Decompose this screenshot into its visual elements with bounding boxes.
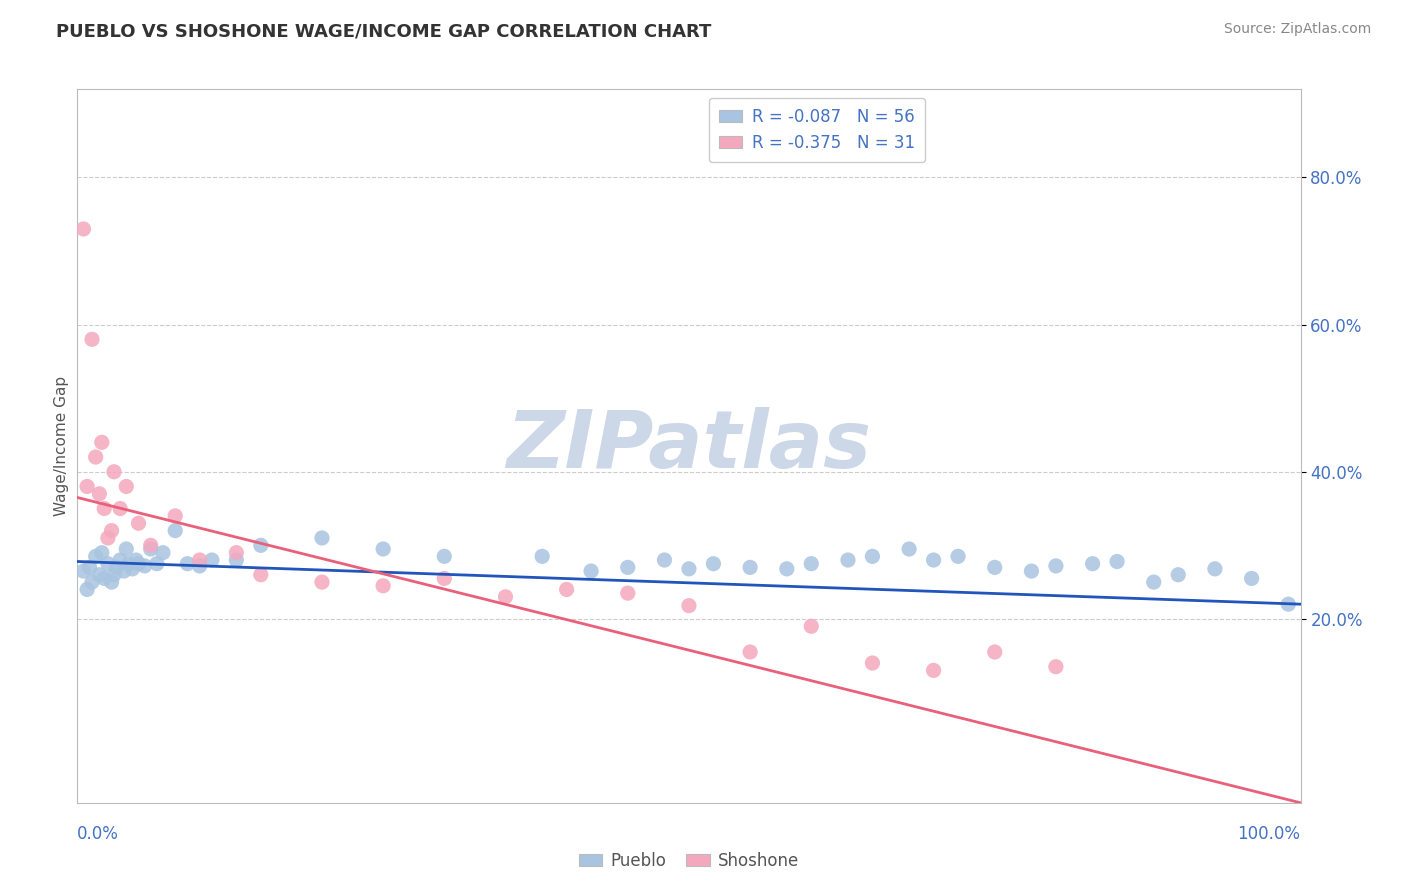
Point bbox=[922, 553, 945, 567]
Point bbox=[97, 531, 120, 545]
Point bbox=[678, 562, 700, 576]
Point bbox=[1240, 571, 1263, 585]
Point bbox=[862, 549, 884, 564]
Point bbox=[80, 575, 103, 590]
Point bbox=[90, 546, 112, 560]
Point bbox=[108, 501, 131, 516]
Point bbox=[103, 567, 125, 582]
Point bbox=[76, 479, 98, 493]
Point bbox=[702, 557, 724, 571]
Point bbox=[311, 575, 333, 590]
Point bbox=[225, 546, 247, 560]
Point bbox=[250, 567, 273, 582]
Legend: Pueblo, Shoshone: Pueblo, Shoshone bbox=[572, 846, 806, 877]
Point bbox=[76, 582, 98, 597]
Point bbox=[127, 516, 149, 531]
Point bbox=[837, 553, 859, 567]
Point bbox=[250, 538, 273, 552]
Text: ZIPatlas: ZIPatlas bbox=[506, 407, 872, 485]
Point bbox=[93, 501, 115, 516]
Point bbox=[1107, 554, 1129, 568]
Point bbox=[118, 557, 141, 571]
Point bbox=[165, 524, 187, 538]
Point bbox=[97, 557, 120, 571]
Point bbox=[776, 562, 799, 576]
Point bbox=[984, 645, 1007, 659]
Point bbox=[800, 557, 823, 571]
Point bbox=[225, 553, 247, 567]
Point bbox=[201, 553, 224, 567]
Point bbox=[1204, 562, 1226, 576]
Point bbox=[531, 549, 554, 564]
Point bbox=[139, 538, 162, 552]
Point bbox=[1021, 564, 1043, 578]
Point bbox=[898, 541, 921, 556]
Point bbox=[134, 558, 156, 573]
Text: 0.0%: 0.0% bbox=[77, 825, 120, 843]
Point bbox=[740, 645, 762, 659]
Point bbox=[311, 531, 333, 545]
Point bbox=[125, 553, 148, 567]
Point bbox=[152, 546, 174, 560]
Point bbox=[1167, 567, 1189, 582]
Point bbox=[984, 560, 1007, 574]
Text: 100.0%: 100.0% bbox=[1237, 825, 1301, 843]
Text: Source: ZipAtlas.com: Source: ZipAtlas.com bbox=[1223, 22, 1371, 37]
Point bbox=[371, 541, 394, 556]
Point bbox=[79, 560, 101, 574]
Point bbox=[617, 586, 640, 600]
Point bbox=[176, 557, 198, 571]
Text: PUEBLO VS SHOSHONE WAGE/INCOME GAP CORRELATION CHART: PUEBLO VS SHOSHONE WAGE/INCOME GAP CORRE… bbox=[56, 22, 711, 40]
Point bbox=[146, 557, 169, 571]
Y-axis label: Wage/Income Gap: Wage/Income Gap bbox=[53, 376, 69, 516]
Point bbox=[1045, 659, 1067, 673]
Point bbox=[371, 579, 394, 593]
Point bbox=[108, 553, 131, 567]
Point bbox=[433, 549, 456, 564]
Point bbox=[112, 564, 135, 578]
Point bbox=[555, 582, 578, 597]
Point bbox=[105, 560, 128, 574]
Point bbox=[1045, 558, 1067, 573]
Point bbox=[84, 549, 107, 564]
Point bbox=[80, 332, 103, 346]
Point bbox=[800, 619, 823, 633]
Point bbox=[1081, 557, 1104, 571]
Point bbox=[84, 450, 107, 464]
Point bbox=[654, 553, 676, 567]
Point bbox=[1277, 597, 1299, 611]
Point bbox=[188, 553, 211, 567]
Point bbox=[678, 599, 700, 613]
Point bbox=[127, 557, 149, 571]
Point bbox=[89, 567, 111, 582]
Point bbox=[115, 479, 138, 493]
Point bbox=[922, 664, 945, 678]
Point bbox=[89, 487, 111, 501]
Point bbox=[946, 549, 969, 564]
Point bbox=[1143, 575, 1166, 590]
Point bbox=[72, 222, 94, 236]
Point bbox=[72, 564, 94, 578]
Point bbox=[495, 590, 517, 604]
Point bbox=[93, 571, 115, 585]
Point bbox=[740, 560, 762, 574]
Point bbox=[100, 524, 122, 538]
Point bbox=[579, 564, 602, 578]
Point bbox=[100, 575, 122, 590]
Point bbox=[165, 508, 187, 523]
Point bbox=[188, 558, 211, 573]
Point bbox=[617, 560, 640, 574]
Point bbox=[121, 562, 143, 576]
Point bbox=[139, 541, 162, 556]
Point bbox=[103, 465, 125, 479]
Point bbox=[90, 435, 112, 450]
Point bbox=[115, 541, 138, 556]
Point bbox=[433, 571, 456, 585]
Point bbox=[862, 656, 884, 670]
